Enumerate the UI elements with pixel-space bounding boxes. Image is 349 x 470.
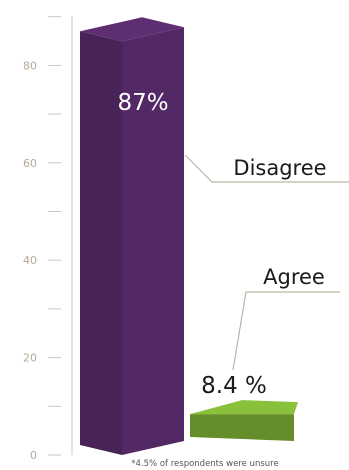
bar-disagree-front: [80, 31, 122, 456]
callout-line-disagree: [184, 154, 349, 183]
y-tick-label: 40: [23, 254, 37, 267]
footnote: *4.5% of respondents were unsure: [131, 459, 278, 469]
category-label-disagree: Disagree: [233, 156, 326, 180]
bar-disagree: [80, 17, 184, 456]
value-label-disagree: 87%: [117, 90, 168, 116]
bar-agree: [190, 400, 298, 441]
y-tick-label: 0: [30, 449, 37, 462]
callout-line-agree: [232, 291, 340, 371]
bar-disagree-side: [122, 27, 184, 456]
bar-agree-top: [190, 400, 298, 415]
y-tick-label: 80: [23, 59, 37, 72]
y-tick-label: 60: [23, 157, 37, 170]
labels: 87% Disagree Agree 8.4 %: [117, 90, 349, 399]
category-label-agree: Agree: [263, 265, 325, 289]
bar-disagree-top: [80, 17, 184, 42]
y-tick-label: 20: [23, 352, 37, 365]
bar-agree-front: [190, 414, 294, 441]
value-label-agree: 8.4 %: [201, 373, 267, 399]
y-axis: 0 20 40 60 80: [23, 16, 73, 462]
bars: [80, 17, 298, 456]
